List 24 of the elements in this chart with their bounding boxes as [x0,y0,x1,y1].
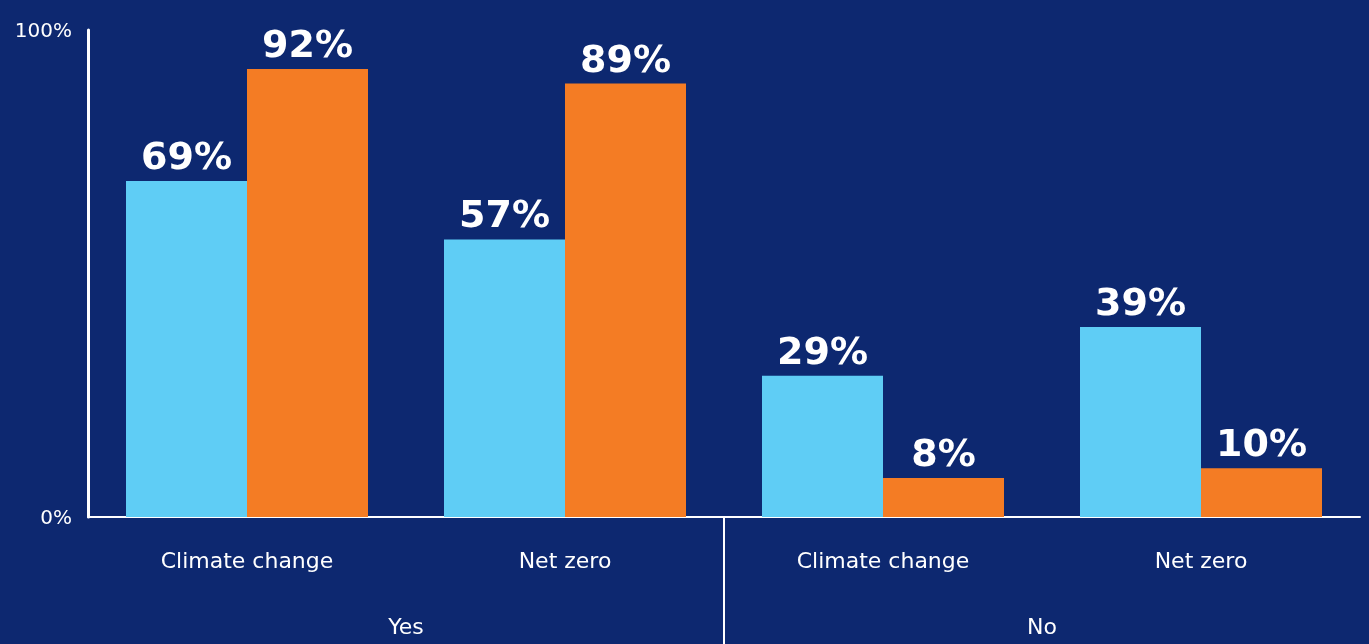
y-tick-label: 0% [40,505,72,529]
x-tick-label: Net zero [1154,547,1248,573]
bar [762,375,883,517]
data-label: 10% [1216,421,1307,466]
x-tick-label: Net zero [518,547,612,573]
x-tick-label: Climate change [160,547,334,573]
text: Yes [387,613,424,639]
data-label: 92% [262,21,353,66]
bar [1201,468,1322,517]
text: No [1027,613,1057,639]
data-label: 39% [1095,280,1186,325]
bar [883,478,1004,517]
data-label: 69% [141,133,232,178]
data-label: 8% [911,431,976,476]
data-label: 29% [777,328,868,373]
data-label: 57% [459,192,550,237]
bar [126,180,247,517]
bar [247,68,368,517]
bar [444,239,565,517]
y-tick-label: 100% [14,18,72,42]
x-tick-label: Climate change [796,547,970,573]
bar [565,83,686,517]
data-label: 89% [580,36,671,81]
bar [1080,327,1201,517]
